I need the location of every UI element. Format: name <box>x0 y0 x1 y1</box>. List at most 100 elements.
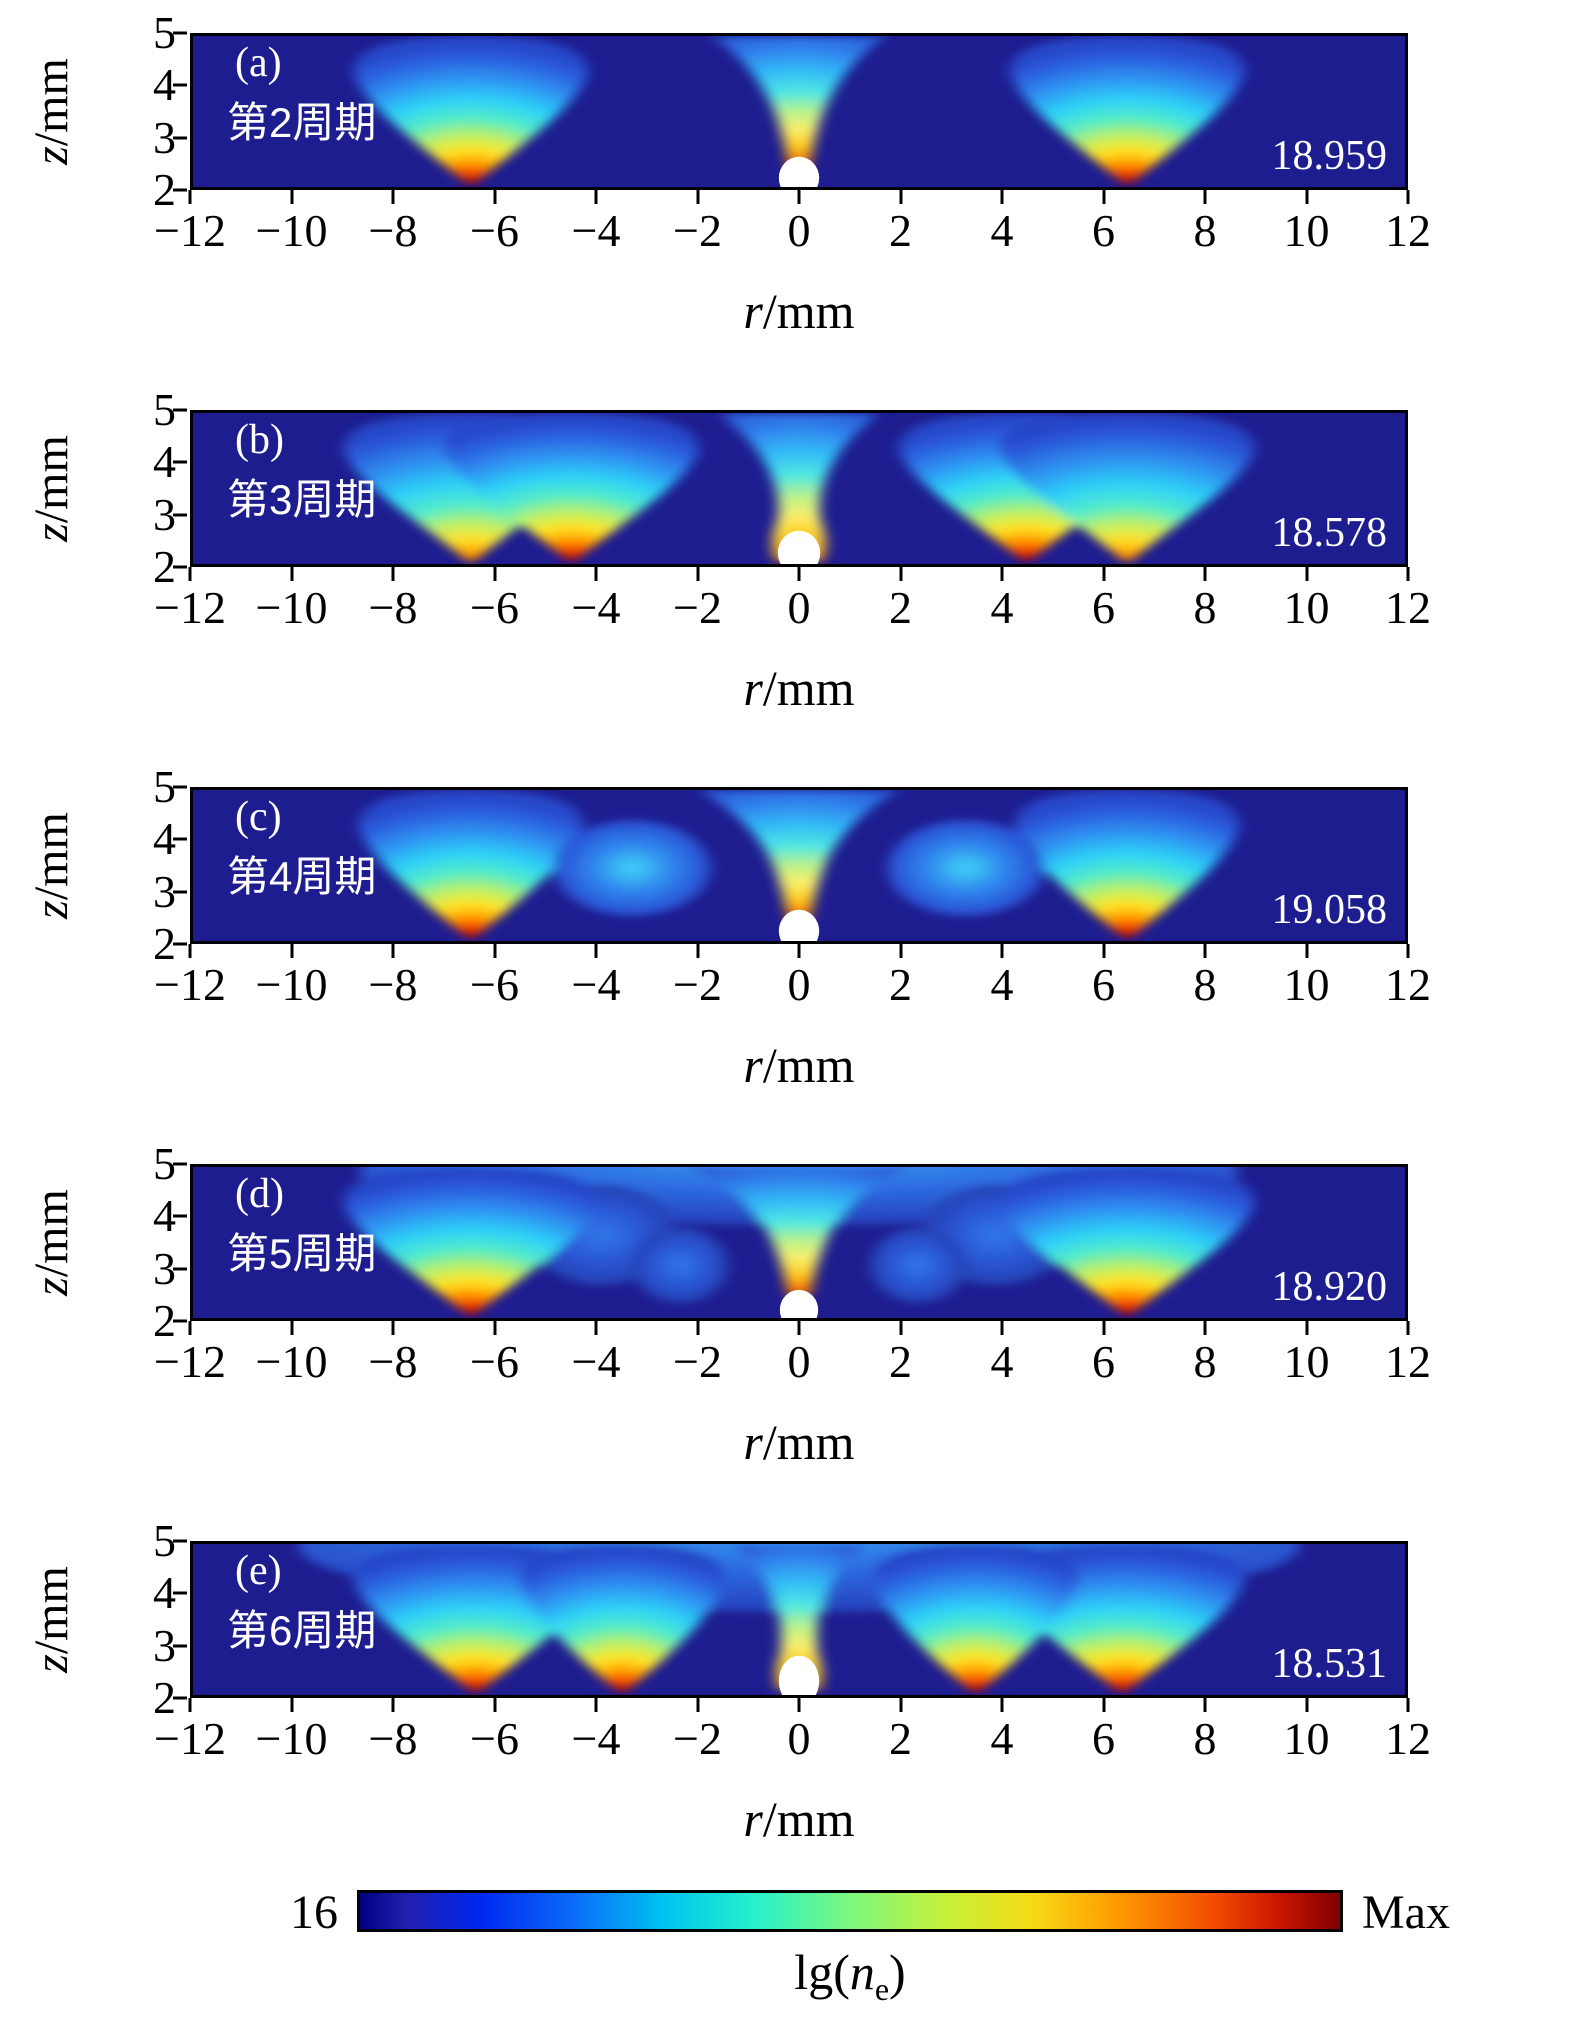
tick-mark <box>391 1698 395 1712</box>
y-axis-unit: /mm <box>24 1189 78 1278</box>
droplet <box>778 156 820 187</box>
tick-mark <box>173 565 187 569</box>
y-tick-marks <box>173 1162 187 1323</box>
max-density-value: 18.531 <box>1271 1640 1388 1687</box>
tick-mark <box>493 1698 496 1712</box>
tick-mark <box>173 1696 187 1700</box>
panel-tag: (b) <box>235 417 284 463</box>
tick-label: 10 <box>1283 582 1330 633</box>
tick-mark <box>290 944 293 958</box>
panel-tag: (a) <box>235 40 282 86</box>
tick-mark <box>173 513 187 517</box>
tick-mark <box>173 31 187 35</box>
tick-label: 0 <box>787 959 811 1010</box>
colorbar-min-label: 16 <box>290 1886 338 1939</box>
tick-label: 2 <box>889 205 912 256</box>
tick-label: 2 <box>153 1672 176 1723</box>
tick-label: −6 <box>470 1713 519 1764</box>
heatmap-panel-b: (b) 第3周期 18.578 <box>190 410 1408 567</box>
y-tick-marks <box>173 408 187 569</box>
tick-mark <box>493 567 496 581</box>
tick-label: −2 <box>673 959 722 1010</box>
max-density-value: 18.920 <box>1271 1263 1388 1310</box>
tick-mark <box>173 1591 187 1595</box>
tick-label: −8 <box>368 582 418 633</box>
tick-mark <box>173 408 187 412</box>
tick-label: 10 <box>1283 205 1330 256</box>
tick-label: −4 <box>571 959 621 1010</box>
tick-label: 3 <box>153 865 176 917</box>
tick-label: −10 <box>255 959 328 1010</box>
tick-label: 12 <box>1385 1336 1431 1387</box>
tick-label: 2 <box>889 582 912 633</box>
x-tick-marks <box>188 1321 1410 1335</box>
tick-label: 10 <box>1283 1713 1330 1764</box>
tick-label: 2 <box>153 164 176 215</box>
tick-label: 6 <box>1092 1713 1115 1764</box>
tick-label: 0 <box>787 1713 811 1764</box>
tick-label: 5 <box>153 761 176 812</box>
tick-label: −4 <box>571 1713 621 1764</box>
tick-label: −6 <box>470 582 519 633</box>
tick-mark <box>173 942 187 946</box>
tick-mark <box>1102 1321 1105 1335</box>
tick-mark <box>594 944 598 958</box>
tick-label: −12 <box>154 1713 226 1764</box>
y-axis-var: z <box>24 1277 78 1296</box>
tick-mark <box>696 944 699 958</box>
colorbar-title: lg(ne) <box>357 1943 1343 2008</box>
y-axis-title: z/mm <box>16 1541 86 1698</box>
tick-mark <box>899 1698 902 1712</box>
tick-label: −2 <box>673 1336 722 1387</box>
tick-label: −6 <box>470 1336 519 1387</box>
x-axis-var: r <box>743 283 763 339</box>
tick-label: 2 <box>153 541 176 592</box>
tick-label: 8 <box>1193 205 1217 256</box>
tick-mark <box>797 1698 801 1712</box>
tick-mark <box>173 1214 187 1218</box>
droplet <box>778 909 820 941</box>
tick-label: −10 <box>255 1713 328 1764</box>
colorbar-title-prefix: lg( <box>794 1944 850 2000</box>
tick-mark <box>290 190 293 204</box>
y-axis-var: z <box>24 523 78 542</box>
tick-mark <box>173 136 187 140</box>
tick-label: −10 <box>255 1336 328 1387</box>
tick-label: 6 <box>1092 959 1115 1010</box>
tick-label: 4 <box>153 1567 176 1619</box>
tick-mark <box>696 1321 699 1335</box>
tick-mark <box>173 83 187 87</box>
tick-mark <box>1000 1321 1004 1335</box>
tick-label: 6 <box>1092 582 1115 633</box>
tick-label: −10 <box>255 582 328 633</box>
x-axis-unit: /mm <box>762 1037 855 1093</box>
tick-label: −4 <box>571 582 621 633</box>
tick-mark <box>1406 190 1410 204</box>
tick-mark <box>797 944 801 958</box>
tick-label: 6 <box>1092 1336 1115 1387</box>
panel-tag: (e) <box>235 1548 282 1594</box>
tick-label: −8 <box>368 959 418 1010</box>
tick-label: −12 <box>154 205 226 256</box>
tick-mark <box>188 567 192 581</box>
tick-mark <box>173 1539 187 1543</box>
tick-label: 6 <box>1092 205 1115 256</box>
x-axis-var: r <box>743 1791 763 1847</box>
x-tick-labels: −12 −10 −8 −6 −4 −2 0 2 4 6 8 10 12 <box>154 959 1431 1014</box>
tick-label: 2 <box>889 1713 912 1764</box>
x-tick-labels: −12 −10 −8 −6 −4 −2 0 2 4 6 8 10 12 <box>154 205 1431 260</box>
tick-mark <box>188 1698 192 1712</box>
heatmap-panel-a: (a) 第2周期 18.959 <box>190 33 1408 190</box>
density-map-e <box>299 1544 1299 1695</box>
tick-label: −12 <box>154 582 226 633</box>
tick-mark <box>1102 567 1105 581</box>
tick-mark <box>1203 1321 1207 1335</box>
tick-label: −12 <box>154 959 226 1010</box>
x-axis-var: r <box>743 1414 763 1470</box>
y-tick-marks <box>173 785 187 946</box>
panel-tag: (c) <box>235 794 282 840</box>
tick-label: 3 <box>153 1619 176 1671</box>
